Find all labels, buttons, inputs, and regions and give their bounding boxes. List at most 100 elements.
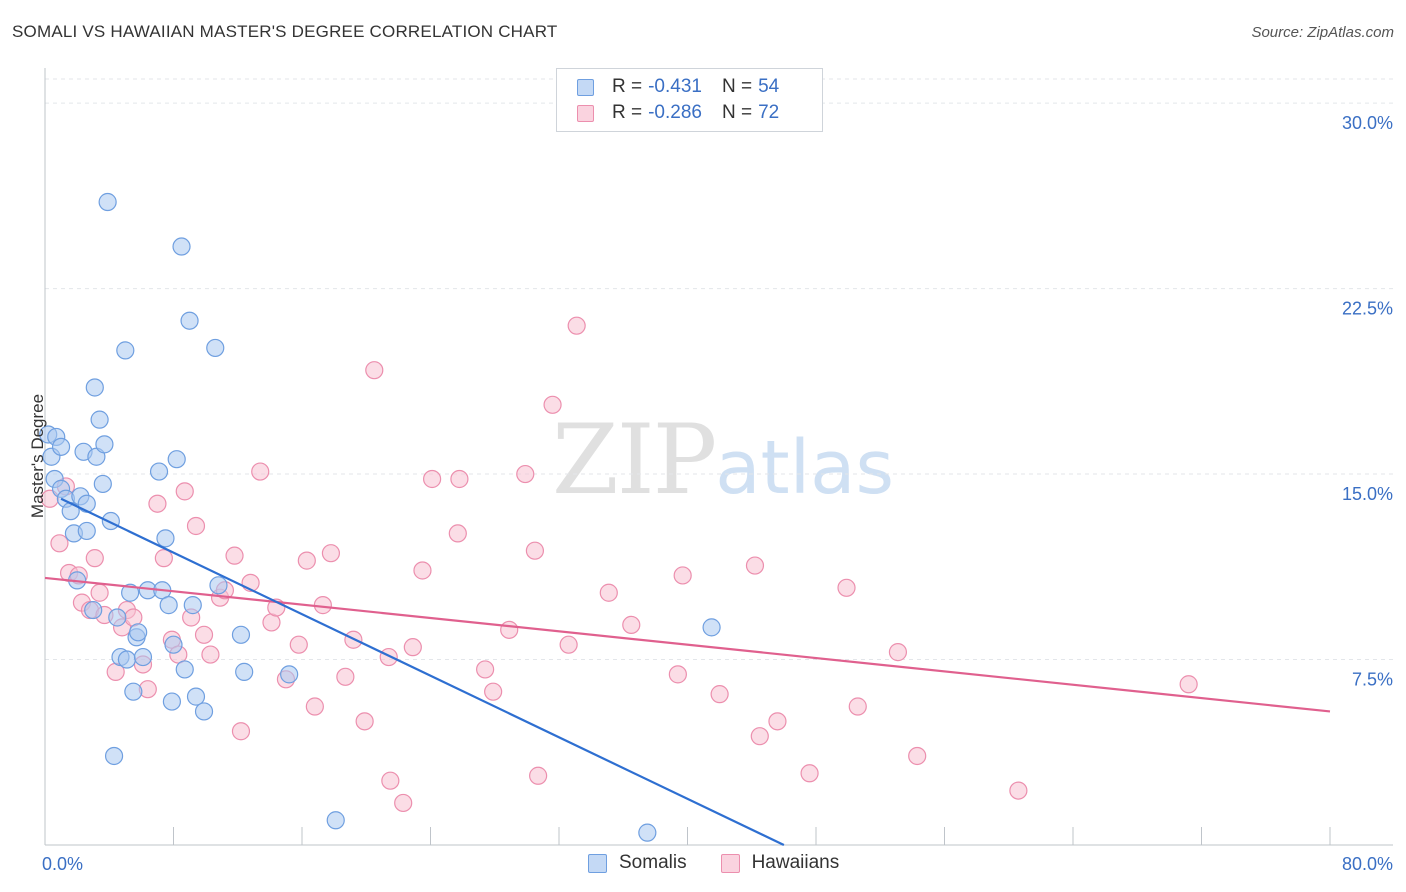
somali-point [129, 623, 148, 642]
series-label-somalis: Somalis [619, 852, 687, 873]
legend-n-value-somalis: 54 [758, 76, 780, 97]
legend-row-hawaiians: R = -0.286 N = 72 [577, 101, 779, 125]
hawaiian-point [90, 583, 109, 602]
hawaiian-points [40, 316, 1198, 813]
series-swatch-somalis [588, 853, 607, 873]
somali-point [95, 435, 114, 454]
hawaiian-point [225, 546, 244, 565]
somali-point [98, 192, 117, 212]
hawaiian-point [567, 316, 586, 335]
hawaiian-point [85, 549, 104, 568]
hawaiian-point [148, 494, 167, 513]
series-legend-hawaiians: Hawaiians [720, 852, 840, 874]
hawaiian-point [888, 643, 908, 662]
x-tick-label: 80.0% [1342, 854, 1393, 874]
hawaiian-point [194, 625, 214, 644]
somali-point [280, 665, 299, 684]
hawaiian-point [673, 566, 692, 585]
somali-point [77, 494, 96, 513]
hawaiian-point [476, 660, 495, 679]
legend-n-label: N = [721, 76, 753, 97]
trend-lines [44, 497, 1331, 846]
hawaiian-point [305, 697, 324, 716]
legend-swatch-hawaiians [577, 104, 594, 122]
legend-r-value-hawaiians: -0.286 [648, 102, 702, 123]
hawaiian-point [413, 561, 432, 580]
somali-point [180, 311, 199, 330]
legend-r-label: R = [612, 102, 643, 123]
tick-labels: 7.5% 15.0% 22.5% 30.0% 0.0% 80.0% [42, 113, 1393, 874]
hawaiian-point [423, 469, 442, 489]
somali-point [164, 635, 183, 654]
hawaiian-point [394, 793, 413, 813]
hawaiian-point [379, 647, 398, 667]
legend-r-value-somalis: -0.431 [648, 76, 702, 97]
somali-point [77, 521, 96, 541]
legend-n-label: N = [721, 102, 753, 123]
somali-point [159, 596, 178, 615]
hawaiian-point [800, 764, 819, 783]
somali-point [638, 823, 657, 842]
somali-point [235, 662, 254, 681]
x-tick-label: 0.0% [42, 854, 83, 874]
legend-row-somalis: R = -0.431 N = 54 [577, 75, 779, 99]
somali-point [156, 529, 175, 548]
series-legend: Somalis Hawaiians [588, 852, 873, 874]
somali-point [162, 692, 181, 711]
hawaiian-point [231, 722, 251, 741]
hawaiian-point [516, 464, 535, 484]
hawaiian-point [484, 682, 503, 701]
hawaiian-point [289, 635, 308, 654]
legend-r-label: R = [612, 76, 643, 97]
somali-point [231, 625, 251, 644]
hawaiian-point [750, 727, 769, 746]
hawaiian-point [50, 534, 69, 553]
hawaiian-point [186, 516, 206, 536]
somali-point [124, 682, 143, 701]
hawaiian-trend-line [44, 576, 1331, 713]
hawaiian-point [837, 578, 856, 597]
somali-point [104, 746, 124, 766]
hawaiian-point [321, 544, 341, 563]
series-swatch-hawaiians [720, 853, 740, 873]
hawaiian-point [710, 685, 729, 704]
somali-point [117, 650, 137, 669]
series-label-hawaiians: Hawaiians [751, 852, 840, 873]
somali-point [194, 702, 214, 721]
hawaiian-point [543, 395, 562, 414]
somali-point [93, 474, 112, 494]
hawaiian-point [525, 541, 545, 560]
correlation-legend: R = -0.431 N = 54 R = -0.286 N = 72 [556, 68, 823, 132]
somali-point [183, 596, 202, 615]
y-tick-label: 7.5% [1352, 670, 1393, 690]
somali-point [101, 511, 120, 531]
hawaiian-point [365, 361, 384, 380]
somali-point [51, 437, 71, 456]
legend-swatch-somalis [577, 78, 594, 96]
hawaiian-point [768, 712, 787, 731]
grid-lines [45, 78, 1393, 661]
watermark-atlas: atlas [715, 425, 895, 511]
hawaiian-point [201, 645, 220, 664]
hawaiian-point [251, 462, 270, 481]
somali-point [108, 608, 127, 627]
hawaiian-point [297, 551, 316, 570]
hawaiian-point [529, 766, 548, 785]
hawaiian-point [559, 635, 578, 654]
y-tick-label: 22.5% [1342, 299, 1393, 319]
hawaiian-point [336, 667, 355, 686]
source-label: Source: ZipAtlas.com [1251, 24, 1394, 41]
hawaiian-point [848, 697, 867, 716]
hawaiian-point [745, 556, 765, 575]
somali-point [172, 237, 191, 256]
hawaiian-point [175, 482, 194, 501]
hawaiian-point [154, 549, 173, 568]
somali-point [167, 450, 186, 469]
y-axis-label: Master's Degree [28, 393, 47, 519]
somali-point [326, 811, 345, 830]
watermark: ZIPatlas [552, 404, 894, 516]
chart-title: SOMALI VS HAWAIIAN MASTER'S DEGREE CORRE… [12, 22, 558, 41]
y-tick-label: 30.0% [1342, 113, 1393, 133]
hawaiian-point [622, 615, 641, 635]
